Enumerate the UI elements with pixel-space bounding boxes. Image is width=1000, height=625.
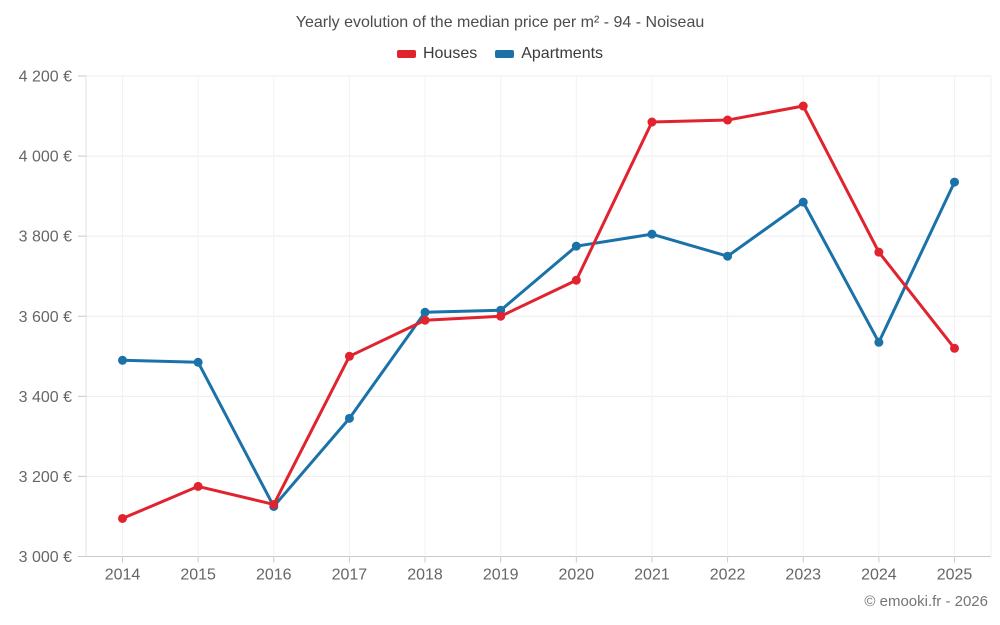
data-point-houses-2018[interactable] [420,315,430,325]
x-axis-label: 2018 [407,567,443,584]
data-point-houses-2014[interactable] [118,513,127,523]
data-point-apartments-2021[interactable] [647,229,657,239]
chart-title: Yearly evolution of the median price per… [295,14,705,31]
data-point-apartments-2024[interactable] [874,337,884,347]
x-axis-label: 2022 [710,567,746,584]
apartments-series-swatch-icon [495,50,515,58]
y-axis-label: 3 800 € [19,229,72,246]
x-axis-label: 2021 [634,567,670,584]
data-point-apartments-2018[interactable] [420,307,430,317]
x-axis-label: 2019 [483,567,519,584]
series-line-houses [121,104,956,520]
legend-label-houses: Houses [422,45,478,62]
data-point-apartments-2020[interactable] [571,241,581,251]
y-axis-label: 3 600 € [19,309,72,326]
data-point-houses-2021[interactable] [647,117,657,127]
data-point-houses-2015[interactable] [193,481,203,491]
data-point-apartments-2017[interactable] [344,413,354,423]
data-point-houses-2024[interactable] [874,247,884,257]
houses-series-swatch-icon [396,50,416,58]
data-point-houses-2016[interactable] [269,499,279,509]
data-point-houses-2023[interactable] [798,101,808,111]
y-axis-label: 3 400 € [19,389,72,406]
x-axis-label: 2014 [105,567,141,584]
x-axis-label: 2023 [785,567,821,584]
data-point-apartments-2023[interactable] [798,197,808,207]
data-point-houses-2019[interactable] [496,311,506,321]
y-axis-label: 3 200 € [19,469,72,486]
x-axis-label: 2025 [937,567,973,584]
data-point-houses-2025[interactable] [950,343,959,353]
x-axis-label: 2020 [559,567,595,584]
chart-legend: Houses Apartments [0,45,1000,63]
x-axis-label: 2017 [332,567,368,584]
data-point-apartments-2025[interactable] [950,177,959,187]
legend-item-houses[interactable]: Houses [396,45,478,63]
legend-item-apartments[interactable]: Apartments [495,45,603,63]
x-axis-label: 2016 [256,567,292,584]
x-axis-label: 2024 [861,567,897,584]
data-point-houses-2022[interactable] [723,115,733,125]
data-point-apartments-2022[interactable] [723,251,733,261]
data-point-apartments-2014[interactable] [118,355,127,365]
y-axis-label: 4 000 € [19,149,72,166]
data-point-houses-2020[interactable] [571,275,581,285]
data-point-houses-2017[interactable] [344,351,354,361]
credit-text: © emooki.fr - 2026 [864,593,988,610]
data-point-apartments-2015[interactable] [193,357,203,367]
series-line-apartments [121,180,956,508]
y-axis-label: 4 200 € [19,69,72,86]
y-axis-label: 3 000 € [19,549,72,566]
legend-label-apartments: Apartments [521,45,604,62]
x-axis-label: 2015 [180,567,216,584]
